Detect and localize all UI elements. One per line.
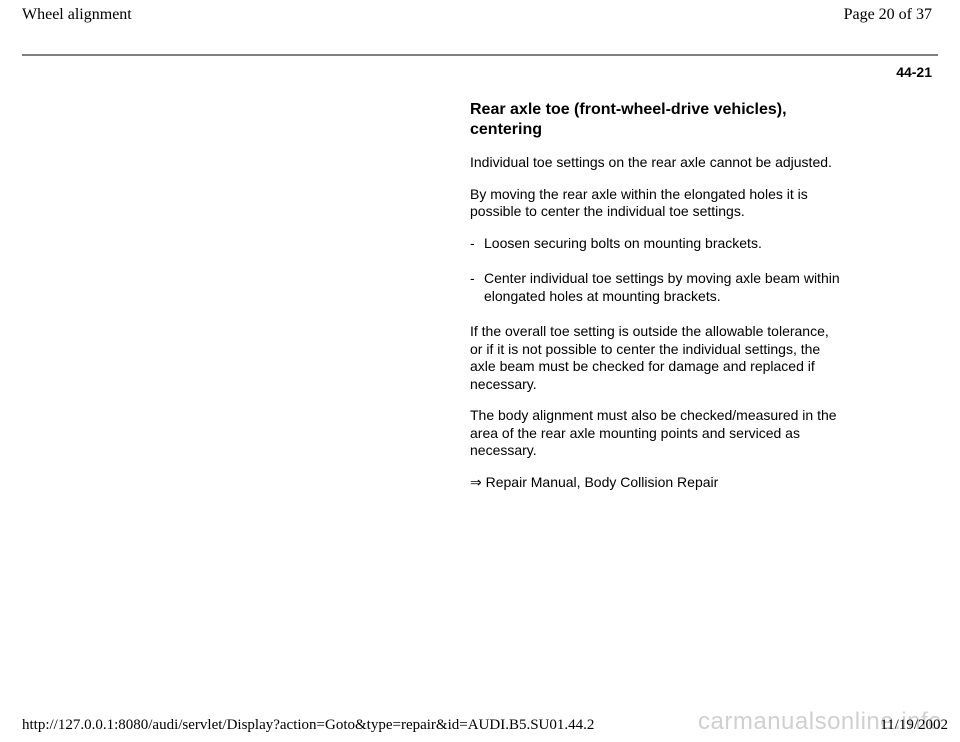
paragraph: By moving the rear axle within the elong…: [470, 186, 840, 221]
doc-title: Wheel alignment: [22, 6, 132, 24]
list-text: Loosen securing bolts on mounting bracke…: [484, 235, 840, 253]
page-of: Page 20 of 37: [844, 6, 932, 24]
reference: ⇒ Repair Manual, Body Collision Repair: [470, 474, 840, 492]
list-dash: -: [470, 270, 484, 305]
paragraph: Individual toe settings on the rear axle…: [470, 154, 840, 172]
arrow-icon: ⇒: [470, 474, 482, 490]
footer-date: 11/19/2002: [880, 717, 948, 734]
page-number: 44-21: [0, 56, 960, 80]
paragraph: If the overall toe setting is outside th…: [470, 323, 840, 393]
reference-text: Repair Manual, Body Collision Repair: [482, 474, 719, 490]
list-text: Center individual toe settings by moving…: [484, 270, 840, 305]
footer-url: http://127.0.0.1:8080/audi/servlet/Displ…: [22, 717, 594, 734]
list-item: - Center individual toe settings by movi…: [470, 270, 840, 305]
paragraph: The body alignment must also be checked/…: [470, 407, 840, 460]
list-dash: -: [470, 235, 484, 253]
list-item: - Loosen securing bolts on mounting brac…: [470, 235, 840, 253]
section-heading: Rear axle toe (front-wheel-drive vehicle…: [470, 100, 840, 140]
main-content: Rear axle toe (front-wheel-drive vehicle…: [470, 100, 840, 491]
